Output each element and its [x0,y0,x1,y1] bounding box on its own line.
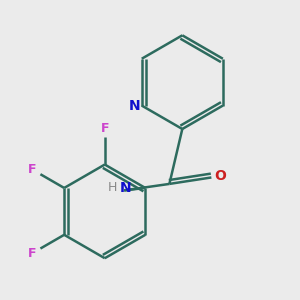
Text: N: N [120,181,132,195]
Text: H: H [108,181,117,194]
Text: F: F [100,122,109,134]
Text: F: F [28,163,37,176]
Text: F: F [28,247,37,260]
Text: O: O [214,169,226,183]
Text: N: N [129,99,140,112]
